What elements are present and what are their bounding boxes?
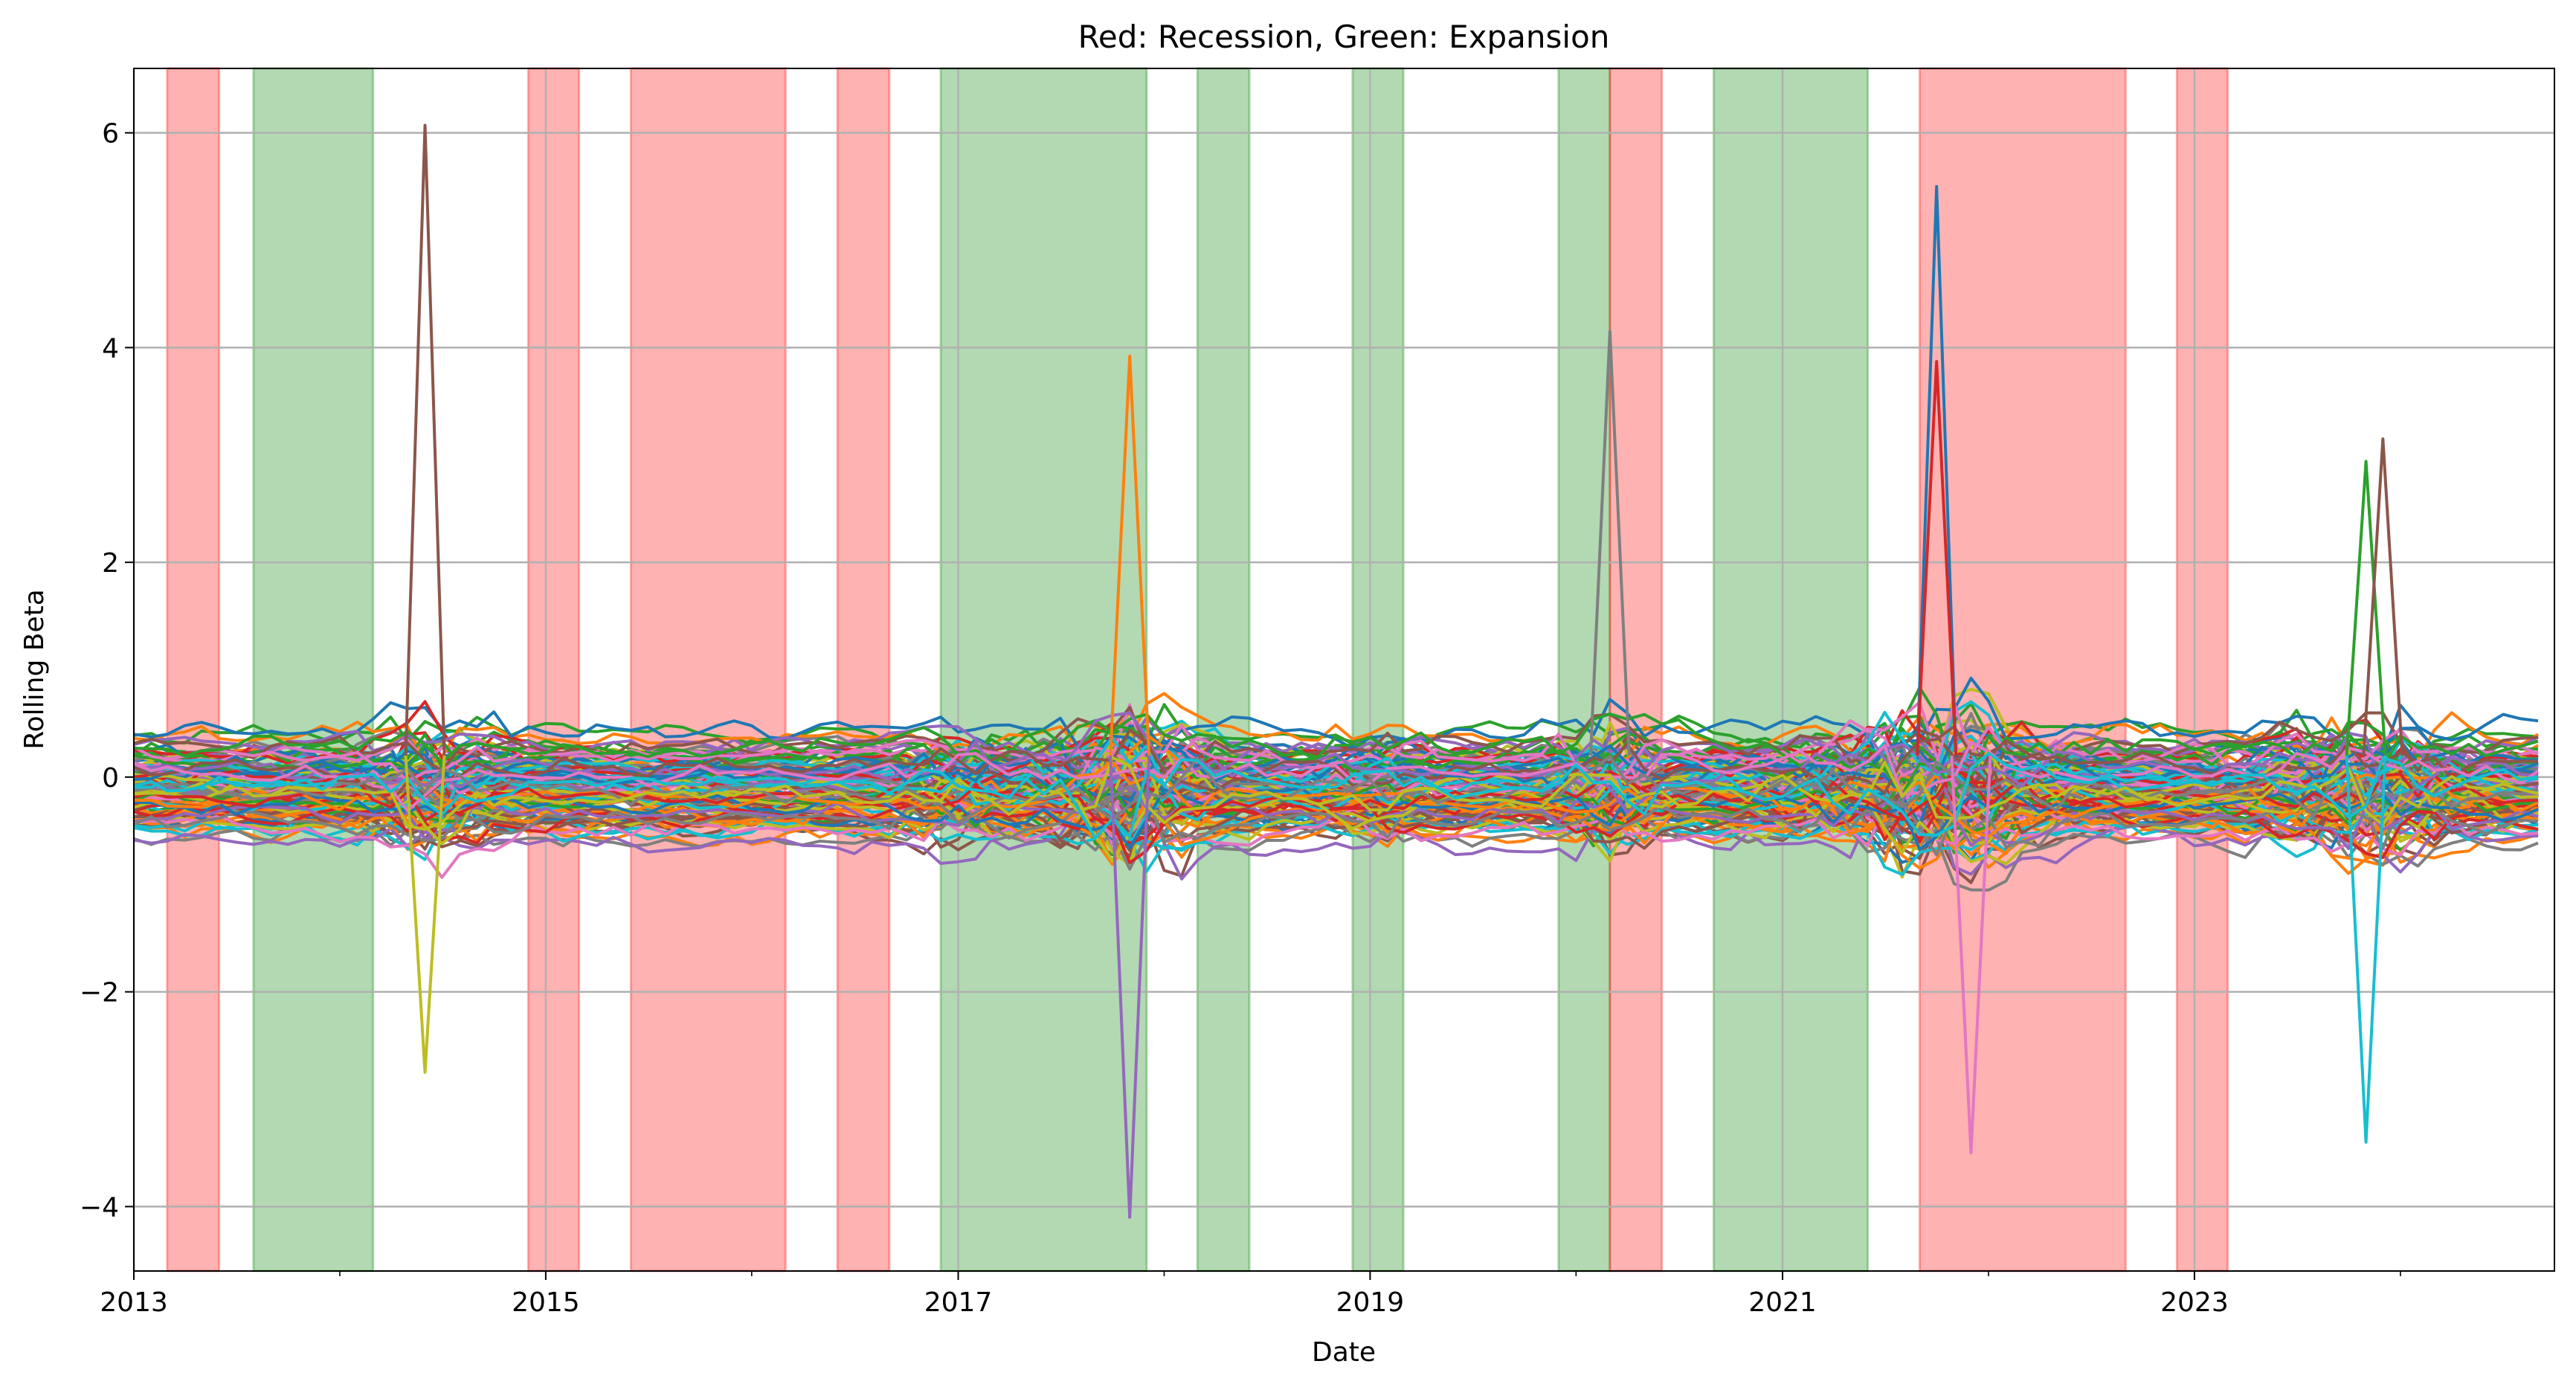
- beta-series-line: [133, 692, 2540, 775]
- beta-series-line: [133, 752, 2539, 840]
- beta-spike-line: [1588, 329, 1631, 756]
- y-axis-label: Rolling Beta: [19, 589, 50, 750]
- plot-frame: [133, 68, 2555, 1272]
- x-axis-label: Date: [1312, 1337, 1376, 1368]
- x-tick-label: 2015: [512, 1287, 580, 1318]
- recession-band-9: [1609, 67, 1664, 1272]
- beta-series-line: [133, 710, 2539, 822]
- expansion-band-1: [252, 67, 375, 1272]
- beta-series-line: [133, 773, 2539, 846]
- expansion-band-10: [1712, 67, 1870, 1272]
- beta-series-line: [133, 748, 2539, 863]
- beta-spike-line: [1950, 755, 1992, 1155]
- y-tick-label: 4: [102, 333, 119, 364]
- beta-series-line: [133, 756, 2539, 831]
- recession-band-4: [836, 67, 891, 1272]
- y-tick-label: 0: [102, 763, 119, 794]
- series-lines: [132, 123, 2540, 1219]
- y-tick-label: 6: [102, 119, 119, 149]
- beta-series-line: [133, 712, 2539, 797]
- beta-series-line: [133, 758, 2539, 850]
- beta-series-line: [133, 702, 2539, 774]
- beta-spike-line: [404, 123, 446, 756]
- y-tick-label: −2: [80, 978, 119, 1008]
- beta-spike-line: [404, 755, 446, 1074]
- recession-band-0: [166, 67, 221, 1272]
- beta-spike-line: [1109, 755, 1151, 1219]
- beta-series-line: [133, 741, 2540, 813]
- beta-series-line: [133, 804, 2539, 879]
- beta-spike-line: [2345, 755, 2387, 1144]
- beta-spike-line: [1109, 354, 1151, 756]
- recession-band-3: [629, 67, 787, 1272]
- chart-title: Red: Recession, Green: Expansion: [1078, 19, 1610, 55]
- beta-series-line: [133, 701, 2539, 785]
- beta-spike-line: [1916, 360, 1958, 756]
- regime-shading: [166, 67, 2229, 1272]
- expansion-band-7: [1351, 67, 1405, 1272]
- expansion-band-6: [1196, 67, 1251, 1272]
- x-tick-label: 2017: [924, 1287, 993, 1318]
- beta-series-line: [133, 791, 2539, 892]
- y-tick-label: −4: [80, 1192, 119, 1223]
- beta-spike-line: [2345, 460, 2387, 756]
- beta-series-line: [133, 755, 2539, 824]
- y-tick-label: 2: [102, 548, 119, 579]
- beta-series-line: [133, 711, 2539, 814]
- beta-series-line: [133, 724, 2539, 805]
- x-tick-label: 2023: [2160, 1287, 2229, 1318]
- x-tick-label: 2013: [100, 1287, 168, 1318]
- expansion-band-8: [1557, 67, 1611, 1272]
- x-tick-label: 2019: [1336, 1287, 1405, 1318]
- beta-series-line: [133, 776, 2539, 834]
- grid-lines: [132, 68, 2554, 1271]
- x-tick-label: 2021: [1748, 1287, 1817, 1318]
- beta-series-line: [133, 768, 2539, 864]
- beta-spike-line: [1916, 184, 1958, 756]
- expansion-band-5: [939, 67, 1148, 1272]
- beta-spike-line: [2362, 437, 2404, 756]
- recession-band-2: [527, 67, 581, 1272]
- recession-band-12: [2175, 67, 2229, 1272]
- axis-ticks: −4 −2 0 2 4 6 2013 2015 2017 2019 2021 2023: [80, 119, 2401, 1318]
